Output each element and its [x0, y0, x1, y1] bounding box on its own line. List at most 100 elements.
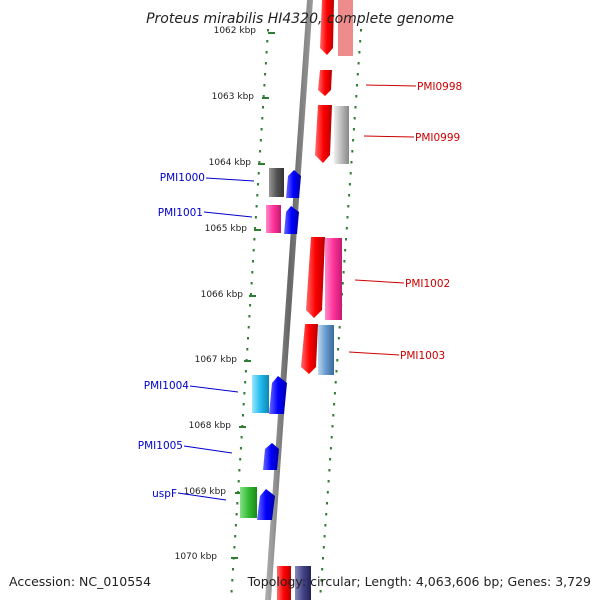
- rail-dot: [356, 73, 359, 76]
- gene-feature-block[interactable]: [240, 487, 257, 518]
- rail-dot: [247, 337, 249, 340]
- gene-label-pmi0999[interactable]: PMI0999: [415, 132, 460, 144]
- rail-dot: [337, 348, 340, 351]
- kbp-ticks: 1062 kbp 1063 kbp 1064 kbp 1065 kbp 1066…: [175, 26, 275, 562]
- rail-dot: [230, 590, 233, 593]
- gene-label-pmi1005[interactable]: PMI1005: [138, 440, 183, 452]
- rail-dot: [255, 205, 258, 208]
- label-leader-lines: [177, 84, 417, 501]
- rail-dot: [244, 370, 247, 373]
- rail-dot: [244, 381, 247, 384]
- rail-dot: [348, 183, 351, 186]
- gene-feature-block[interactable]: [277, 566, 291, 600]
- rail-dot: [356, 84, 358, 87]
- gene-arrow-forward[interactable]: [320, 0, 334, 55]
- rail-dot: [239, 458, 242, 461]
- gene-feature-block[interactable]: [252, 375, 269, 413]
- gene-label-uspf[interactable]: uspF: [152, 488, 177, 500]
- rail-dot: [353, 117, 356, 120]
- tick-label: 1062 kbp: [214, 26, 257, 36]
- rail-dot: [257, 172, 260, 175]
- rail-dot: [242, 403, 245, 406]
- rail-dot: [254, 227, 257, 230]
- rail-dot: [232, 568, 234, 571]
- rail-dot: [350, 161, 353, 164]
- rail-dot: [319, 590, 322, 593]
- rail-dot: [330, 436, 333, 439]
- gene-arrow-forward[interactable]: [315, 105, 332, 163]
- gene-arrow-reverse[interactable]: [257, 489, 275, 520]
- rail-dot: [233, 546, 236, 549]
- gene-label-pmi0998[interactable]: PMI0998: [417, 81, 462, 93]
- gene-feature-block[interactable]: [338, 0, 353, 56]
- rail-dot: [328, 469, 331, 472]
- rail-dot: [234, 535, 237, 538]
- gene-feature-block[interactable]: [318, 325, 334, 375]
- rail-dot: [253, 238, 256, 241]
- gene-arrow-reverse[interactable]: [286, 170, 301, 198]
- dotted-track-guides: [230, 29, 362, 593]
- rail-dot: [262, 106, 264, 109]
- gene-label-pmi1003[interactable]: PMI1003: [400, 350, 445, 362]
- rail-dot: [235, 513, 238, 516]
- rail-dot: [322, 557, 324, 560]
- rail-dot: [237, 480, 240, 483]
- gene-feature-block[interactable]: [295, 566, 311, 600]
- rail-dot: [257, 183, 259, 186]
- rail-dot: [234, 524, 237, 527]
- rail-dot: [343, 260, 346, 263]
- rail-dot: [267, 29, 269, 32]
- gene-arrow-forward[interactable]: [306, 237, 325, 318]
- gene-arrow-forward[interactable]: [318, 70, 332, 96]
- rail-dot: [358, 51, 361, 54]
- rail-dot: [249, 304, 252, 307]
- rail-dot: [251, 271, 254, 274]
- rail-dot: [240, 436, 243, 439]
- rail-dot: [326, 502, 328, 505]
- rail-dot: [334, 381, 337, 384]
- rail-dot: [231, 579, 234, 582]
- rail-dot: [238, 469, 241, 472]
- gene-arrow-reverse[interactable]: [269, 376, 287, 414]
- rail-dot: [342, 271, 345, 274]
- gene-label-pmi1000[interactable]: PMI1000: [160, 172, 205, 184]
- rail-dot: [242, 414, 244, 417]
- gene-label-pmi1004[interactable]: PMI1004: [144, 380, 190, 392]
- rail-dot: [355, 95, 358, 98]
- rail-dot: [329, 447, 332, 450]
- rail-dot: [338, 326, 341, 329]
- rail-dot: [337, 337, 340, 340]
- rail-dot: [320, 579, 323, 582]
- gene-feature-block[interactable]: [334, 106, 349, 164]
- gene-feature-block[interactable]: [269, 168, 284, 197]
- rail-dot: [265, 51, 268, 54]
- rail-dot: [333, 392, 336, 395]
- rail-dot: [258, 161, 261, 164]
- map-title: Proteus mirabilis HI4320, complete genom…: [146, 11, 454, 27]
- gene-arrow-reverse[interactable]: [284, 206, 299, 234]
- rail-dot: [252, 249, 255, 252]
- rail-dot: [324, 524, 327, 527]
- rail-dot: [236, 502, 239, 505]
- rail-dot: [256, 194, 259, 197]
- forward-strand-track: [277, 0, 353, 600]
- rail-dot: [321, 568, 324, 571]
- rail-dot: [259, 150, 262, 153]
- rail-dot: [345, 238, 347, 241]
- gene-feature-block[interactable]: [266, 205, 281, 233]
- gene-feature-block[interactable]: [325, 238, 342, 320]
- rail-dot: [347, 205, 350, 208]
- rail-dot: [239, 447, 242, 450]
- rail-dot: [248, 315, 251, 318]
- gene-label-pmi1002[interactable]: PMI1002: [405, 278, 450, 290]
- rail-dot: [360, 29, 362, 32]
- rail-dot: [352, 128, 355, 131]
- rail-dot: [336, 359, 339, 362]
- rail-dot: [354, 106, 357, 109]
- gene-arrow-reverse[interactable]: [263, 443, 279, 470]
- gene-arrow-forward[interactable]: [301, 324, 318, 374]
- rail-dot: [247, 326, 250, 329]
- rail-dot: [243, 392, 246, 395]
- gene-label-pmi1001[interactable]: PMI1001: [158, 207, 203, 219]
- rail-dot: [357, 62, 360, 65]
